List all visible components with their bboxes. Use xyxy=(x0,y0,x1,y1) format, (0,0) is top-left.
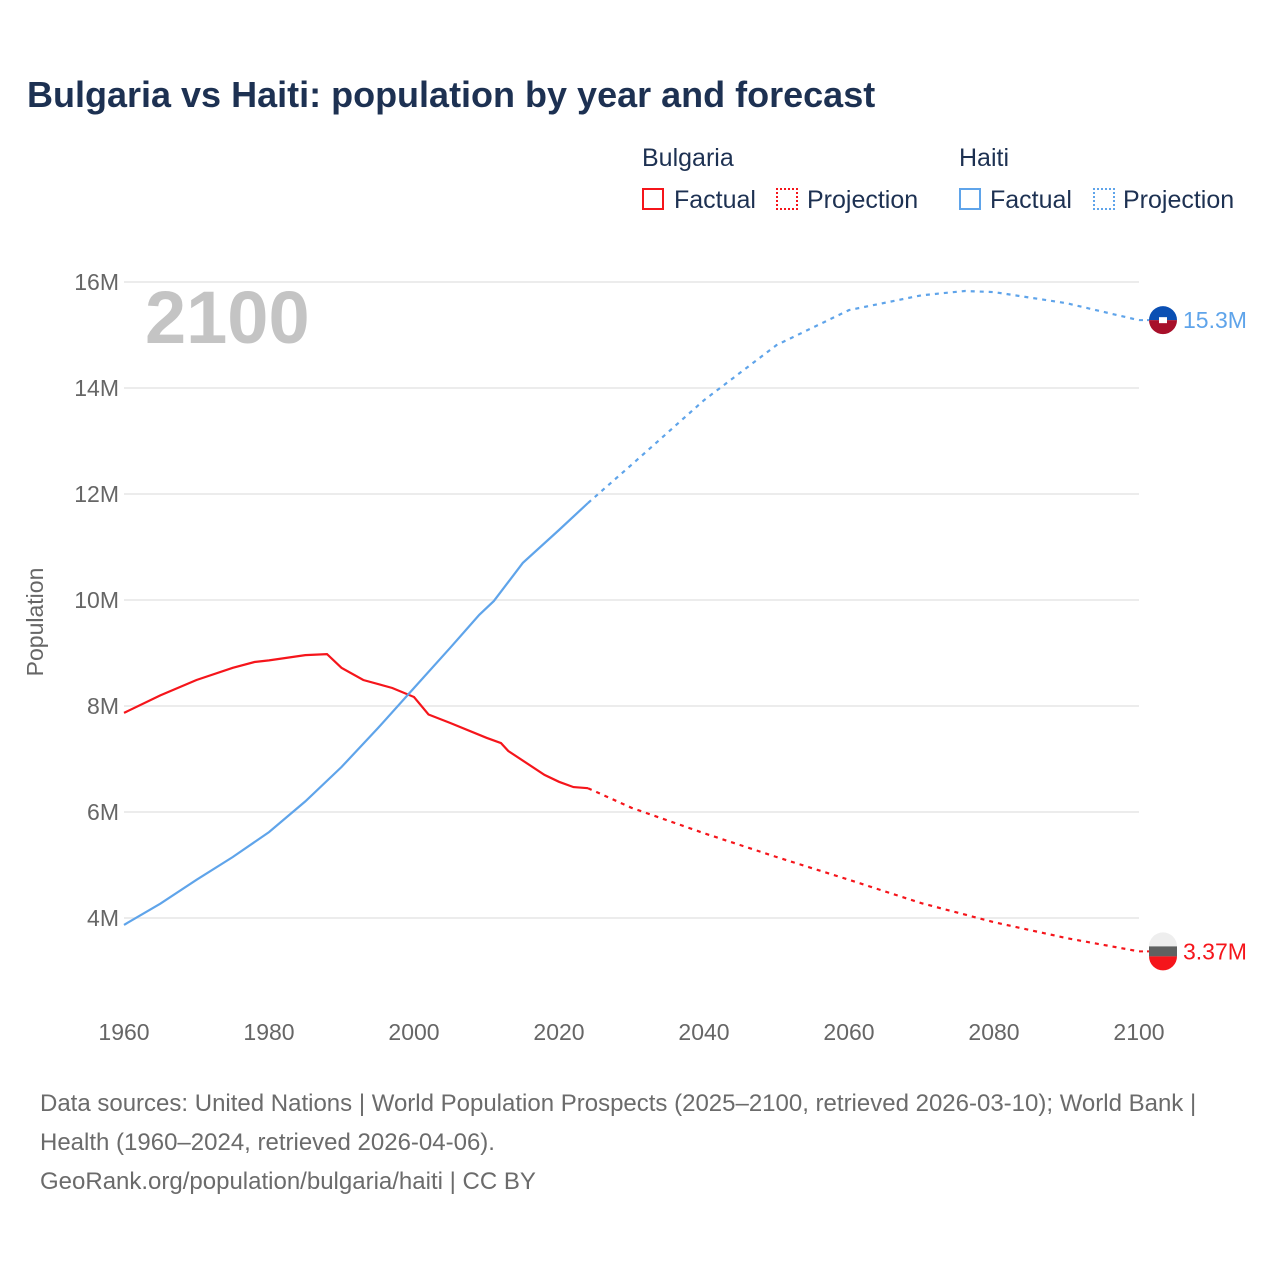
legend-group-haiti: Haiti xyxy=(959,144,1010,172)
bulgaria-projection-line xyxy=(587,787,1140,953)
y-tick-label: 14M xyxy=(74,375,119,401)
legend-bulgaria-factual[interactable]: Factual xyxy=(674,186,756,214)
footer-sources: Data sources: United Nations | World Pop… xyxy=(40,1090,1197,1156)
x-tick-label: 1980 xyxy=(243,1019,294,1045)
bulgaria-end-value-label: 3.37M xyxy=(1183,938,1247,964)
y-tick-label: 12M xyxy=(74,481,119,507)
y-tick-label: 6M xyxy=(87,799,119,825)
x-tick-label: 2040 xyxy=(678,1019,729,1045)
legend-group-bulgaria: Bulgaria xyxy=(642,144,734,172)
x-tick-label: 1960 xyxy=(98,1019,149,1045)
haiti-flag-icon xyxy=(1149,306,1178,335)
y-tick-label: 4M xyxy=(87,905,119,931)
haiti-factual-line xyxy=(123,502,589,926)
x-tick-label: 2080 xyxy=(968,1019,1019,1045)
legend-bulgaria-projection[interactable]: Projection xyxy=(807,186,919,214)
haiti-projection-line xyxy=(587,289,1140,504)
x-tick-label: 2020 xyxy=(533,1019,584,1045)
bulgaria-flag-icon xyxy=(1149,932,1178,971)
bulgaria-factual-line xyxy=(123,652,589,790)
legend-haiti-projection[interactable]: Projection xyxy=(1123,186,1235,214)
x-tick-label: 2000 xyxy=(388,1019,439,1045)
plot-area: Population 2100 4M 6M 8M 10M 12M 14M 16M 1960 19… xyxy=(22,269,1247,1045)
legend-swatch-bulgaria-factual xyxy=(642,188,664,210)
year-indicator: 2100 xyxy=(145,276,310,359)
legend-swatch-haiti-factual xyxy=(959,188,981,210)
x-tick-label: 2100 xyxy=(1113,1019,1164,1045)
legend-haiti-factual[interactable]: Factual xyxy=(990,186,1072,214)
y-tick-label: 16M xyxy=(74,269,119,295)
x-tick-label: 2060 xyxy=(823,1019,874,1045)
footer-credit[interactable]: GeoRank.org/population/bulgaria/haiti | … xyxy=(40,1168,536,1195)
y-tick-label: 10M xyxy=(74,587,119,613)
y-axis-label: Population xyxy=(22,568,48,677)
chart-title: Bulgaria vs Haiti: population by year an… xyxy=(27,74,876,115)
legend-swatch-bulgaria-projection xyxy=(776,188,798,210)
y-tick-label: 8M xyxy=(87,693,119,719)
haiti-end-value-label: 15.3M xyxy=(1183,307,1247,333)
legend-swatch-haiti-projection xyxy=(1093,188,1115,210)
